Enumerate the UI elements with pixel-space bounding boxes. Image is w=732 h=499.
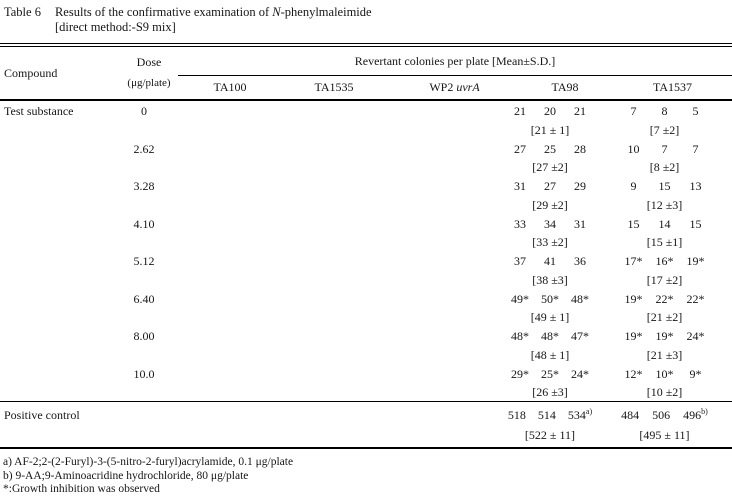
ta98-values: 31 27 29 [514, 179, 586, 193]
ta1537-values: 10 7 7 [627, 141, 699, 156]
table-row: 5.12 37 41 36 17* 16* 19* [38 ±3] [17 ±2] [0, 251, 732, 289]
strain-header-row: TA100 TA1535 WP2 uvrA TA98 TA1537 [178, 76, 732, 99]
dose-value: 10.0 [133, 366, 155, 381]
col-header-ta98: TA98 [551, 80, 579, 94]
table-row: 10.0 29* 25* 24* 12* 10* 9* [26 ±3] [10 ±2] [0, 364, 732, 402]
table-top-rule [0, 43, 732, 47]
ta98-values: 21 20 21 [514, 104, 586, 118]
header-bottom-rule [0, 99, 732, 101]
ta98-mean: [27 ±2] [532, 160, 568, 174]
table-header: Compound Dose (μg/plate) Revertant colon… [0, 47, 732, 99]
footnotes: a) AF-2;2-(2-Furyl)-3-(5-nitro-2-furyl)a… [3, 456, 293, 497]
ta1537-values: 17* 16* 19* [624, 254, 705, 268]
footnote-a: a) AF-2;2-(2-Furyl)-3-(5-nitro-2-furyl)a… [3, 456, 294, 468]
ta1537-values: 9 15 13 [630, 179, 702, 193]
ta98-mean: [522 ± 11] [524, 427, 576, 442]
table-row: 4.10 33 34 31 15 14 15 [33 ±2] [15 ±1] [0, 214, 732, 252]
col-header-ta1535: TA1535 [314, 80, 354, 94]
footnote-marker-a: a) [585, 407, 593, 416]
ta1537-values: 12* 10* 9* [624, 366, 702, 381]
table-row: 3.28 31 27 29 9 15 13 [29 ±2] [12 ±3] [0, 176, 732, 214]
dose-value: 8.00 [133, 329, 155, 343]
dose-value: 4.10 [133, 216, 155, 231]
dose-value: 3.28 [133, 179, 155, 193]
revertant-span-group: Revertant colonies per plate [Mean±S.D.]… [178, 47, 732, 99]
ta98-values: 33 34 31 [514, 216, 586, 231]
footnote-b: b) 9-AA;9-Aminoacridine hydrochloride, 8… [3, 469, 249, 482]
ta1537-values: 484 506 496b) [621, 407, 708, 423]
table-title-line1: Results of the confirmative examination … [54, 5, 372, 19]
table-caption: Table 6 Results of the confirmative exam… [4, 5, 372, 35]
ta1537-values: 15 14 15 [627, 216, 702, 231]
ta1537-values: 19* 19* 24* [624, 329, 705, 343]
table-title: Results of the confirmative examination … [55, 5, 372, 35]
ta1537-mean: [21 ±2] [646, 310, 683, 324]
positive-control-rule [0, 401, 732, 402]
col-header-wp2uvra: WP2 uvrA [429, 80, 480, 94]
footnote-asterisk: *:Growth inhibition was observed [3, 483, 160, 495]
ta1537-mean: [495 ± 11] [639, 427, 690, 442]
ta1537-mean: [21 ±3] [646, 347, 683, 362]
ta98-mean: [21 ± 1] [530, 122, 570, 137]
ta98-mean: [48 ± 1] [530, 347, 570, 362]
ta1537-mean: [12 ±3] [646, 197, 683, 212]
row-label: Positive control [4, 408, 80, 422]
ta98-values: 27 25 28 [514, 141, 586, 156]
row-label: Test substance [4, 104, 74, 118]
ta98-values: 29* 25* 24* [511, 366, 589, 381]
ta98-mean: [29 ±2] [532, 197, 568, 212]
col-header-revertant-span: Revertant colonies per plate [Mean±S.D.] [178, 47, 732, 76]
table-row: 8.00 48* 48* 47* 19* 19* 24* [48 ± 1] [21 ±3… [0, 326, 732, 364]
ta1537-values: 19* 22* 22* [624, 291, 705, 306]
positive-control-row: Positive control 518 514 534a) 484 506 496b)… [0, 402, 732, 447]
ta98-values: 518 514 534a) [507, 407, 593, 423]
ta1537-mean: [7 ±2] [649, 122, 680, 137]
table-bottom-rule [0, 447, 732, 449]
table-title-line2: [direct method:-S9 mix] [54, 20, 176, 34]
ta1537-mean: [8 ±2] [649, 160, 680, 174]
table-row: 2.62 27 25 28 10 7 7 [27 ±2] [8 ±2] [0, 139, 732, 177]
col-header-compound: Compound [4, 65, 58, 80]
ta98-mean: [33 ±2] [532, 235, 568, 249]
col-header-ta100: TA100 [213, 80, 247, 94]
ta98-values: 49* 50* 48* [511, 291, 589, 306]
ta98-values: 48* 48* 47* [511, 329, 589, 343]
results-table: Compound Dose (μg/plate) Revertant colon… [0, 43, 732, 449]
dose-value: 6.40 [133, 291, 155, 306]
table-number: Table 6 [4, 5, 41, 19]
ta98-mean: [38 ±3] [532, 272, 568, 287]
ta98-mean: [49 ± 1] [530, 310, 570, 324]
footnote-marker-b: b) [701, 407, 708, 416]
dose-value: 5.12 [133, 254, 155, 268]
dose-value: 2.62 [133, 141, 155, 156]
col-header-ta1537: TA1537 [652, 80, 693, 94]
ta1537-mean: [17 ±2] [646, 272, 683, 287]
dose-value: 0 [141, 104, 147, 118]
col-header-dose: Dose (μg/plate) [127, 54, 171, 90]
ta98-mean: [26 ±3] [532, 385, 568, 399]
ta1537-mean: [15 ±1] [646, 235, 683, 249]
ta1537-mean: [10 ±2] [646, 385, 683, 399]
table-row: 6.40 49* 50* 48* 19* 22* 22* [49 ± 1] [21 ±2… [0, 289, 732, 327]
ta98-values: 37 41 36 [514, 254, 586, 268]
